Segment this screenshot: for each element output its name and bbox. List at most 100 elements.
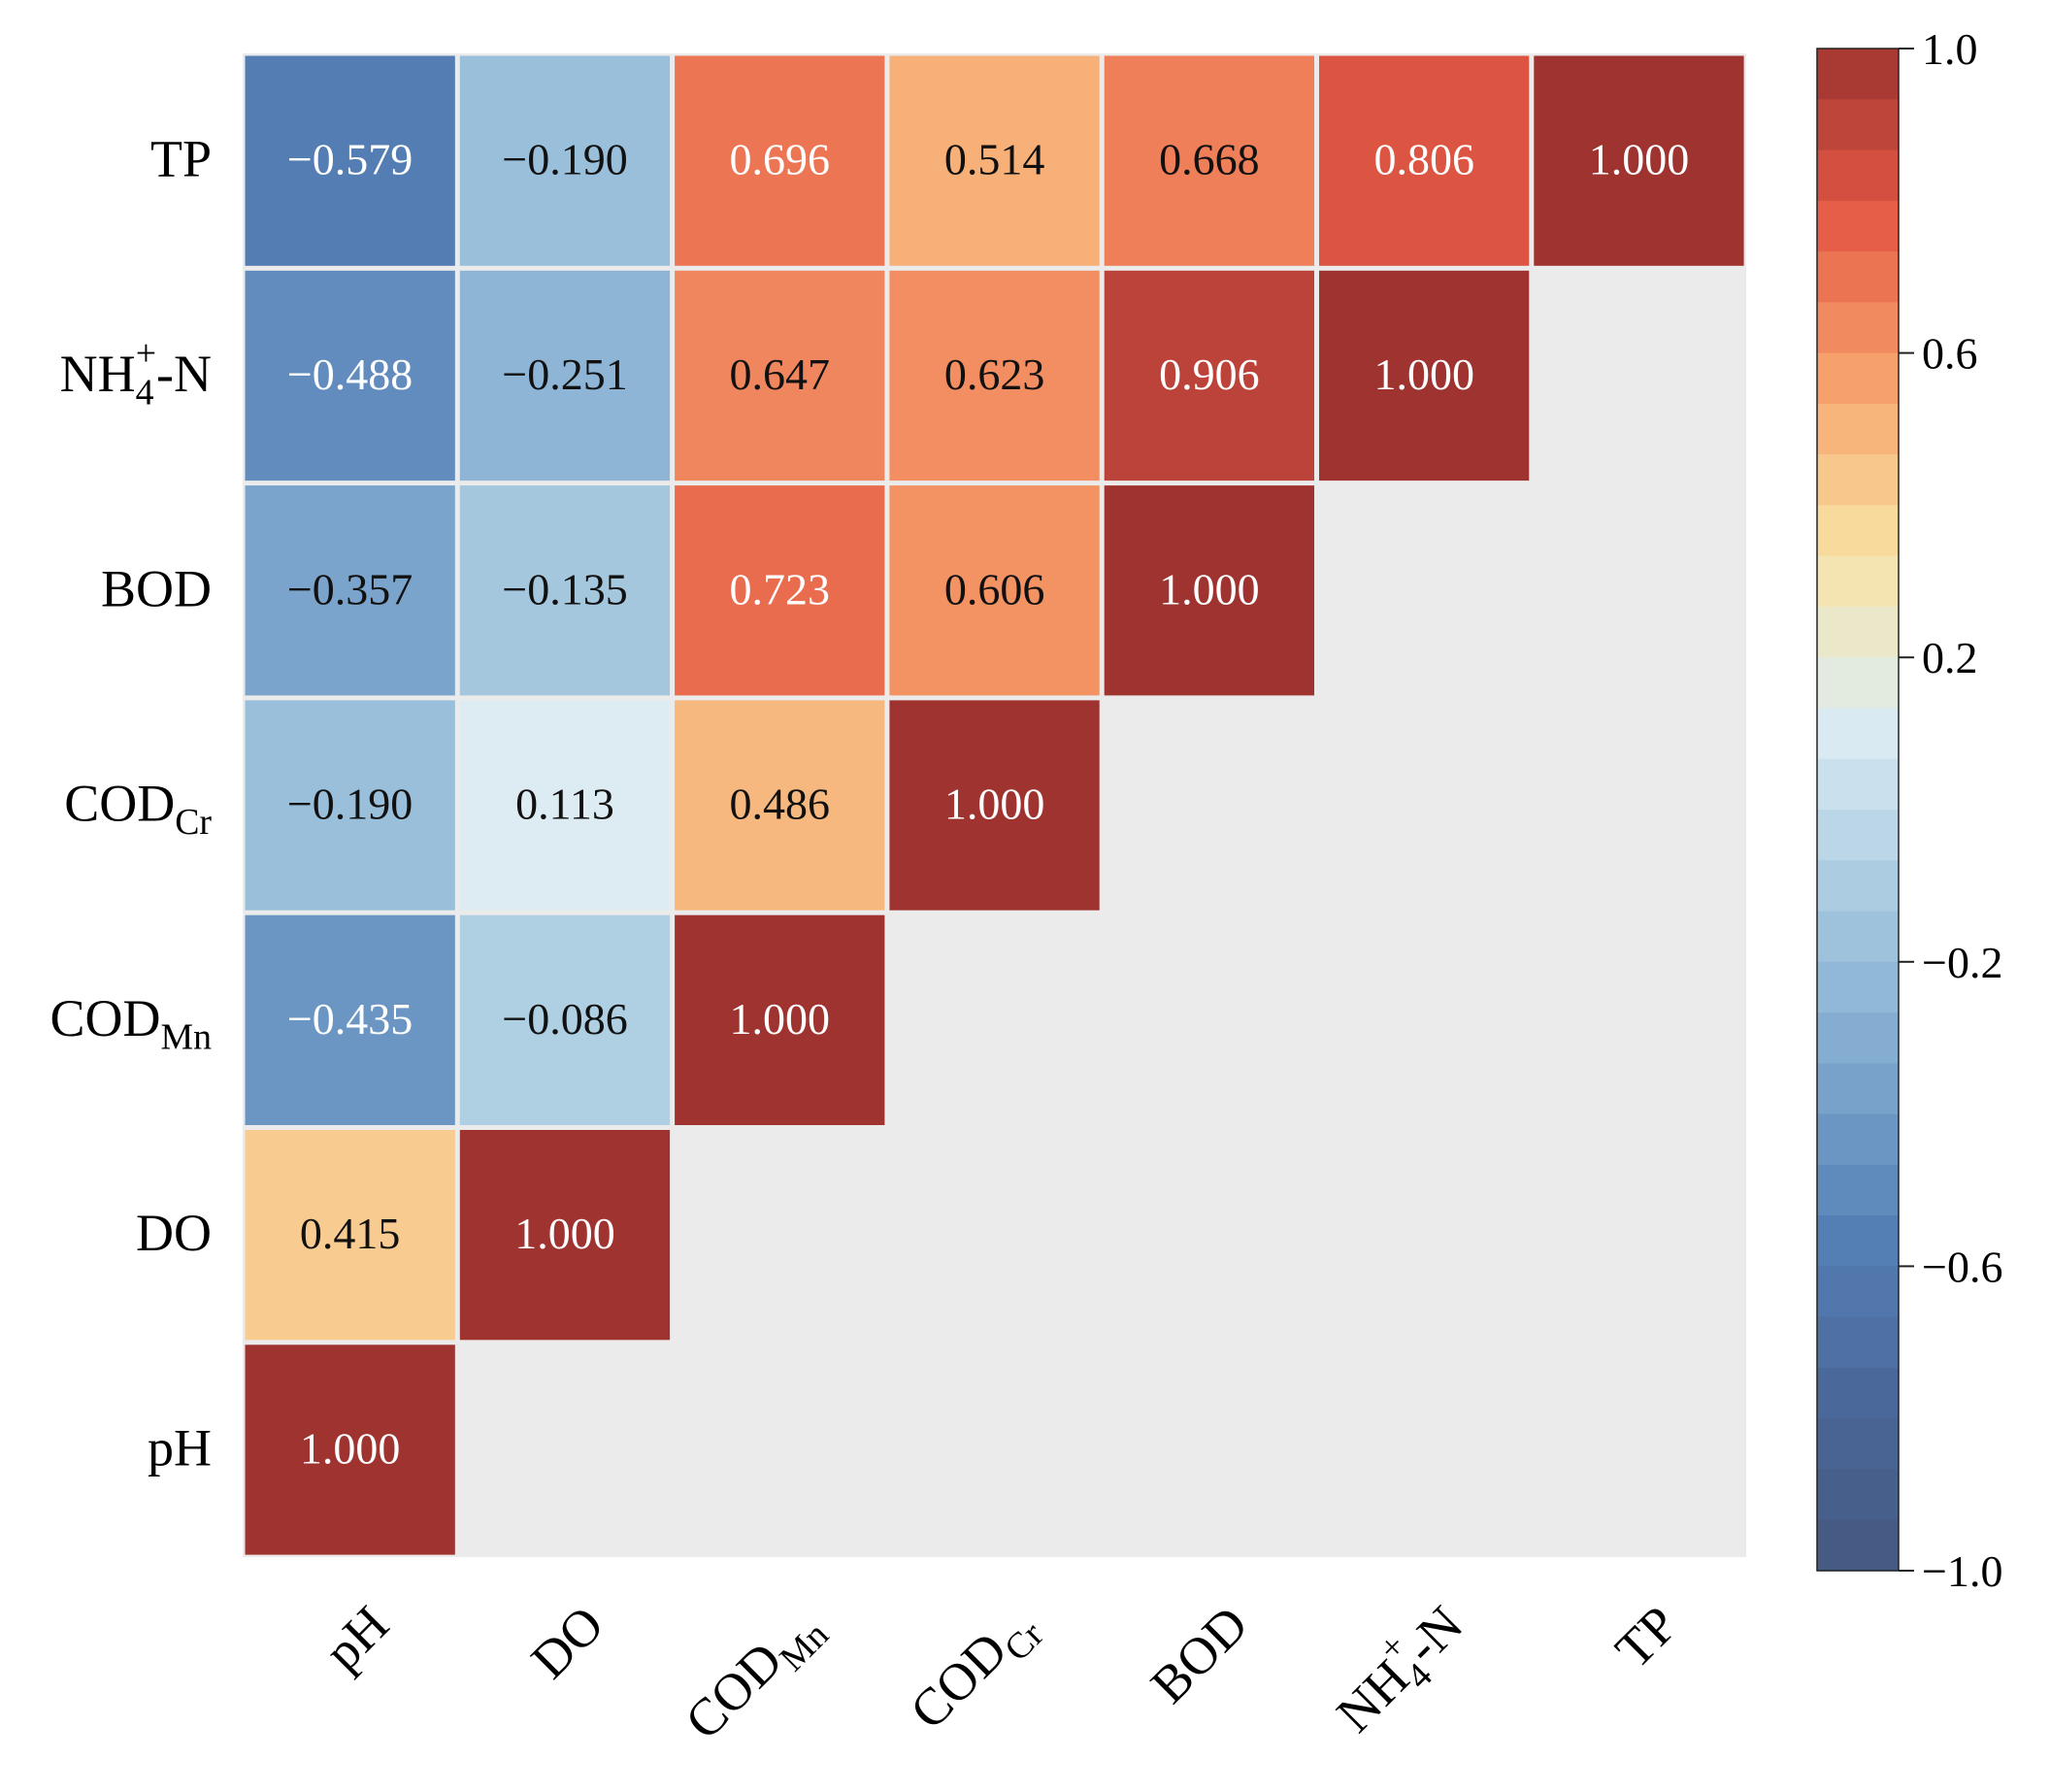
x-tick-label: DO	[520, 1595, 615, 1690]
heatmap-cell: 1.000	[459, 1130, 671, 1341]
heatmap-cell-value: 1.000	[1589, 135, 1690, 184]
heatmap-cell-rect	[675, 914, 885, 1125]
colorbar-segment	[1817, 1519, 1899, 1572]
heatmap-cell-value: 0.668	[1159, 135, 1260, 184]
heatmap-cell: −0.251	[459, 270, 671, 481]
heatmap-cell: 0.113	[459, 700, 671, 911]
heatmap-cell: −0.435	[245, 914, 455, 1125]
colorbar-segment	[1817, 860, 1899, 913]
y-tick-label: NH4+-N	[60, 333, 212, 414]
colorbar-segment	[1817, 352, 1899, 405]
colorbar-frame	[1816, 48, 1900, 1572]
heatmap-cell: 0.696	[675, 55, 885, 266]
heatmap-cell-value: 0.806	[1373, 135, 1474, 184]
y-tick-label: TP	[150, 130, 212, 188]
heatmap-cell-rect	[1319, 55, 1530, 266]
colorbar-segment	[1817, 200, 1899, 252]
heatmap-cell-value: −0.488	[287, 349, 413, 399]
colorbar-segment	[1817, 1469, 1899, 1521]
heatmap-cell-rect	[1104, 55, 1314, 266]
heatmap-cell-rect	[1104, 270, 1314, 481]
heatmap-cell-rect	[1319, 270, 1530, 481]
colorbar-segment	[1817, 1266, 1899, 1318]
heatmap-cell-value: 0.723	[730, 564, 831, 614]
svg-text:DO: DO	[520, 1595, 615, 1690]
heatmap-cell-value: 1.000	[514, 1209, 615, 1258]
y-tick-label: CODCr	[64, 775, 212, 844]
svg-text:CODCr: CODCr	[64, 775, 212, 844]
heatmap-cell-rect	[889, 485, 1100, 696]
colorbar-tick-label: −0.2	[1922, 938, 2002, 987]
heatmap-cell-rect	[245, 270, 455, 481]
heatmap-cell-rect	[459, 1130, 671, 1341]
colorbar-segment	[1817, 555, 1899, 608]
heatmap-cell: 0.623	[889, 270, 1100, 481]
svg-text:CODCr: CODCr	[899, 1595, 1051, 1747]
heatmap-cell: 0.486	[675, 700, 885, 911]
colorbar-segment	[1817, 1418, 1899, 1471]
heatmap-cell-value: 0.514	[944, 135, 1045, 184]
x-axis-labels: pH DO CODMn CODCr BOD NH4+-N TP	[314, 1595, 1689, 1758]
heatmap-cell: −0.086	[459, 914, 671, 1125]
colorbar-segment	[1817, 758, 1899, 811]
heatmap-cell-value: −0.357	[287, 564, 413, 614]
colorbar-segment	[1817, 505, 1899, 557]
heatmap-cell: 1.000	[889, 700, 1100, 911]
heatmap-cell-rect	[245, 700, 455, 911]
svg-text:pH: pH	[314, 1595, 400, 1681]
colorbar-segment	[1817, 149, 1899, 202]
colorbar-segment	[1817, 302, 1899, 354]
heatmap-cell-rect	[889, 55, 1100, 266]
heatmap-cell: 0.723	[675, 485, 885, 696]
colorbar-segment	[1817, 1063, 1899, 1115]
colorbar-tick-label: 1.0	[1922, 24, 1978, 74]
heatmap-cell: −0.357	[245, 485, 455, 696]
heatmap-cell-value: −0.435	[287, 994, 413, 1044]
colorbar-segment	[1817, 403, 1899, 455]
svg-text:DO: DO	[136, 1204, 212, 1262]
colorbar-segment	[1817, 911, 1899, 963]
heatmap-cell-value: 1.000	[300, 1424, 401, 1474]
svg-text:NH4+-N: NH4+-N	[60, 333, 212, 414]
svg-text:pH: pH	[148, 1419, 212, 1477]
x-tick-label: NH4+-N	[1325, 1595, 1473, 1743]
heatmap-cell-rect	[245, 1130, 455, 1341]
colorbar-segment	[1817, 251, 1899, 303]
heatmap-cell: 1.000	[675, 914, 885, 1125]
heatmap-cell-value: −0.251	[502, 349, 627, 399]
heatmap-cell-value: 0.486	[730, 780, 831, 829]
heatmap-cell: −0.579	[245, 55, 455, 266]
heatmap-cell-value: 1.000	[730, 994, 831, 1044]
heatmap-cell-rect	[459, 914, 671, 1125]
heatmap-cell-rect	[889, 270, 1100, 481]
heatmap-cell-rect	[245, 485, 455, 696]
colorbar-segment	[1817, 657, 1899, 710]
x-tick-label: CODMn	[674, 1595, 837, 1758]
heatmap-cell-rect	[459, 55, 671, 266]
colorbar-segment	[1817, 1367, 1899, 1419]
svg-text:CODMn: CODMn	[50, 989, 212, 1058]
colorbar-tick-label: 0.2	[1922, 633, 1978, 682]
colorbar-segment	[1817, 454, 1899, 506]
colorbar-segment	[1817, 961, 1899, 1013]
heatmap-cell-rect	[675, 485, 885, 696]
svg-text:CODMn: CODMn	[674, 1595, 837, 1758]
x-tick-label: CODCr	[899, 1595, 1051, 1747]
colorbar-segment	[1817, 1113, 1899, 1166]
y-tick-label: CODMn	[50, 989, 212, 1058]
heatmap-cell-rect	[459, 485, 671, 696]
heatmap-cell: 1.000	[1534, 55, 1744, 266]
heatmap-cell-rect	[459, 270, 671, 481]
heatmap-cell-value: −0.190	[502, 135, 627, 184]
colorbar-segment	[1817, 606, 1899, 658]
heatmap-cell: −0.190	[245, 700, 455, 911]
colorbar-segment	[1817, 49, 1899, 100]
heatmap-cell-value: 0.113	[515, 780, 614, 829]
heatmap-cell-value: −0.190	[287, 780, 413, 829]
colorbar-tick-label: −1.0	[1922, 1546, 2002, 1596]
heatmap-cell: 0.668	[1104, 55, 1314, 266]
heatmap-cell: −0.488	[245, 270, 455, 481]
colorbar-segment	[1817, 1316, 1899, 1369]
heatmap-cell-value: −0.086	[502, 994, 627, 1044]
